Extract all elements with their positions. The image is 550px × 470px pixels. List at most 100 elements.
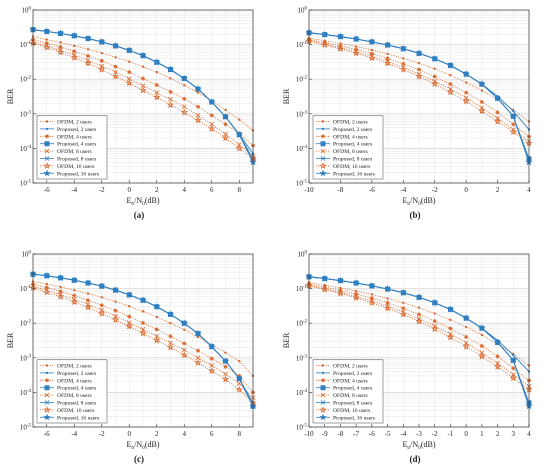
data-point-s6-2 bbox=[336, 289, 345, 297]
data-point-s0-11 bbox=[183, 84, 186, 87]
data-point-s6-1 bbox=[43, 43, 51, 51]
x-tick-label: -2 bbox=[99, 430, 105, 438]
y-tick-label: 10-5 bbox=[296, 424, 308, 432]
x-tick-label: -5 bbox=[385, 430, 391, 438]
legend-box bbox=[312, 115, 384, 180]
data-point-s7-4 bbox=[84, 279, 92, 287]
data-point-s2-10 bbox=[168, 334, 173, 339]
data-point-s7-1 bbox=[43, 27, 51, 35]
data-point-s4-13 bbox=[209, 121, 215, 127]
x-tick-label: -2 bbox=[432, 186, 438, 194]
y-tick-label: 10-5 bbox=[20, 180, 32, 188]
data-point-s2-6 bbox=[401, 306, 406, 311]
data-point-s6-11 bbox=[180, 108, 188, 116]
data-point-s6-9 bbox=[446, 333, 455, 341]
data-point-s6-6 bbox=[111, 72, 120, 80]
x-tick-label: 0 bbox=[128, 430, 132, 438]
data-point-s6-3 bbox=[352, 49, 360, 57]
data-point-s6-1 bbox=[321, 41, 329, 49]
data-point-s7-7 bbox=[125, 291, 133, 298]
x-tick-label: -2 bbox=[99, 186, 105, 194]
legend-marker-0 bbox=[45, 120, 49, 123]
legend-marker-6 bbox=[43, 162, 51, 170]
data-point-s2-8 bbox=[432, 74, 437, 79]
y-tick-label: 10-3 bbox=[20, 110, 32, 118]
legend-marker-1 bbox=[321, 127, 325, 131]
legend-entry-0: OFDM, 2 users bbox=[333, 364, 368, 370]
data-point-s0-9 bbox=[449, 74, 452, 77]
data-point-s6-5 bbox=[383, 304, 392, 312]
data-point-s4-11 bbox=[181, 347, 187, 353]
data-point-s7-13 bbox=[509, 112, 517, 120]
data-point-s0-4 bbox=[86, 48, 90, 51]
data-point-s7-4 bbox=[368, 282, 376, 289]
data-point-s7-13 bbox=[208, 342, 216, 350]
legend-entry-2: OFDM, 4 users bbox=[57, 134, 92, 140]
legend-marker-3 bbox=[320, 385, 326, 391]
legend-entry-2: OFDM, 4 users bbox=[333, 378, 368, 384]
data-point-s7-3 bbox=[352, 35, 360, 43]
data-point-s7-9 bbox=[446, 305, 455, 313]
data-point-s2-8 bbox=[140, 76, 146, 81]
data-point-s6-8 bbox=[431, 325, 439, 333]
data-point-s6-12 bbox=[194, 358, 202, 366]
data-point-s4-14 bbox=[223, 371, 228, 377]
data-point-s2-11 bbox=[479, 343, 484, 349]
data-point-s7-8 bbox=[139, 51, 147, 59]
data-point-s0-1 bbox=[45, 38, 48, 41]
data-point-s0-7 bbox=[128, 304, 131, 308]
data-point-s0-3 bbox=[354, 45, 358, 48]
data-point-s6-13 bbox=[208, 124, 216, 132]
y-axis-label: BER bbox=[282, 332, 291, 348]
data-point-s6-8 bbox=[139, 329, 147, 337]
x-tick-label: 2 bbox=[496, 186, 500, 194]
data-point-s0-10 bbox=[464, 325, 468, 329]
data-point-s6-14 bbox=[221, 375, 230, 383]
legend-marker-0 bbox=[321, 120, 325, 123]
legend-entry-6: OFDM, 16 users bbox=[333, 408, 370, 414]
legend-marker-2 bbox=[44, 134, 50, 139]
data-point-s2-3 bbox=[354, 291, 359, 297]
x-tick-label: -3 bbox=[416, 430, 422, 438]
legend-entry-6: OFDM, 16 users bbox=[57, 408, 94, 414]
y-tick-label: 10-2 bbox=[20, 76, 32, 84]
data-point-s6-7 bbox=[125, 79, 133, 87]
data-point-s7-6 bbox=[399, 44, 407, 52]
series-line-6 bbox=[32, 287, 254, 404]
legend-entry-5: Proposed, 8 users bbox=[57, 157, 96, 163]
x-tick-label: -8 bbox=[338, 186, 344, 194]
x-axis-label: Eb​/N0​(dB) bbox=[126, 196, 159, 207]
axes-frame bbox=[308, 9, 530, 184]
x-tick-label: -8 bbox=[338, 430, 344, 438]
data-point-s2-10 bbox=[464, 90, 469, 95]
legend-marker-6 bbox=[319, 406, 327, 414]
data-point-s0-3 bbox=[73, 44, 76, 48]
data-point-s6-1 bbox=[321, 285, 329, 293]
data-point-s6-5 bbox=[98, 309, 106, 317]
data-point-s6-13 bbox=[509, 128, 517, 136]
data-point-s7-2 bbox=[56, 29, 65, 37]
data-point-s6-10 bbox=[462, 342, 470, 350]
panel-label-b: (b) bbox=[410, 210, 421, 220]
data-point-s0-9 bbox=[155, 70, 158, 74]
data-point-s7-1 bbox=[43, 271, 51, 279]
data-point-s7-4 bbox=[368, 38, 376, 45]
data-point-s7-9 bbox=[153, 302, 161, 310]
data-point-s6-13 bbox=[509, 374, 517, 382]
data-point-s0-14 bbox=[224, 108, 227, 112]
data-point-s7-2 bbox=[336, 276, 345, 284]
x-axis-label: Eb​/N0​(dB) bbox=[402, 440, 435, 451]
legend-marker-1 bbox=[45, 371, 49, 375]
data-point-s0-8 bbox=[433, 312, 436, 315]
data-point-s6-3 bbox=[70, 53, 78, 61]
data-point-s6-5 bbox=[98, 65, 106, 73]
series-line-6 bbox=[308, 285, 530, 390]
panel-label-a: (a) bbox=[134, 210, 145, 220]
x-tick-label: 4 bbox=[183, 186, 187, 194]
data-point-s7-7 bbox=[415, 49, 423, 57]
data-point-s2-4 bbox=[85, 298, 91, 303]
y-tick-label: 10-2 bbox=[20, 320, 32, 328]
legend-entry-4: OFDM, 8 users bbox=[57, 149, 92, 155]
legend-entry-1: Proposed, 2 users bbox=[333, 127, 372, 133]
